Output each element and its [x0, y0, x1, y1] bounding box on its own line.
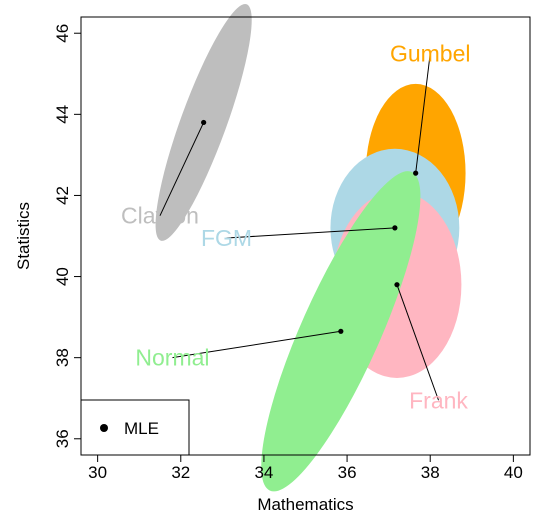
mle-point-normal — [338, 328, 344, 334]
legend-box — [80, 399, 190, 456]
y-tick-label-40: 40 — [53, 267, 72, 286]
mle-point-clayton — [201, 119, 207, 126]
mle-point-fgm — [392, 225, 398, 231]
y-tick-label-46: 46 — [53, 24, 72, 43]
x-tick-label-38: 38 — [421, 463, 440, 482]
label-leader-lines — [159, 53, 440, 401]
x-tick-label-32: 32 — [171, 463, 190, 482]
mle-points — [201, 119, 419, 334]
leader-gumbel — [415, 53, 431, 174]
series-label-clayton: Clayton — [121, 203, 199, 229]
y-tick-label-44: 44 — [53, 105, 72, 124]
y-tick-label-38: 38 — [53, 348, 72, 367]
x-axis-label: Mathematics — [257, 495, 353, 514]
x-tick-label-36: 36 — [338, 463, 357, 482]
legend-label-mle: MLE — [124, 419, 159, 438]
x-tick-label-30: 30 — [88, 463, 107, 482]
leader-normal — [172, 330, 341, 359]
legend-marker-mle — [100, 424, 108, 432]
leader-clayton — [159, 122, 205, 216]
series-labels: Gumbel FGM Frank Normal Clayton — [121, 41, 470, 414]
y-tick-label-42: 42 — [53, 186, 72, 205]
leader-frank — [396, 284, 440, 401]
y-tick-label-36: 36 — [53, 429, 72, 448]
mle-point-frank — [394, 282, 400, 288]
legend: MLE — [80, 399, 190, 456]
leader-fgm — [226, 227, 395, 239]
mle-point-gumbel — [413, 170, 419, 176]
x-tick-label-40: 40 — [504, 463, 523, 482]
series-label-fgm: FGM — [201, 225, 252, 251]
x-tick-label-34: 34 — [254, 463, 273, 482]
series-label-gumbel: Gumbel — [390, 41, 471, 67]
x-axis: 30 32 34 36 38 40 — [88, 454, 523, 482]
y-axis: 36 38 40 42 44 46 — [53, 24, 82, 448]
series-label-normal: Normal — [135, 345, 209, 371]
series-label-frank: Frank — [409, 387, 468, 413]
y-axis-label: Statistics — [14, 202, 33, 270]
